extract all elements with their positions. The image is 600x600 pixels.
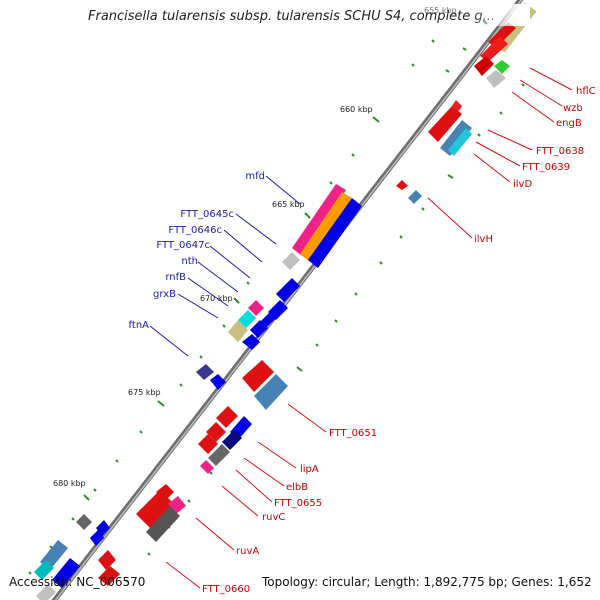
gene-label-engB[interactable]: engB bbox=[556, 118, 582, 129]
gene-feature[interactable] bbox=[222, 430, 242, 450]
gene-feature[interactable] bbox=[480, 36, 508, 62]
gene-label-nth[interactable]: nth bbox=[181, 256, 198, 267]
gene-feature[interactable] bbox=[98, 566, 120, 586]
gene-feature[interactable] bbox=[292, 184, 346, 256]
gene-feature[interactable] bbox=[308, 198, 362, 268]
gene-feature[interactable] bbox=[440, 120, 472, 156]
gene-feature[interactable] bbox=[248, 300, 264, 316]
gene-feature[interactable] bbox=[396, 180, 408, 190]
gene-feature[interactable] bbox=[146, 506, 180, 542]
reverse-genes bbox=[34, 184, 362, 600]
scale-label-655: 655 kbp bbox=[424, 6, 457, 15]
gene-label-FTT_0638[interactable]: FTT_0638 bbox=[536, 146, 584, 157]
genome-stats-text: Topology: circular; Length: 1,892,775 bp… bbox=[262, 575, 592, 589]
gene-feature[interactable] bbox=[428, 106, 462, 142]
gene-label-FTT_0651[interactable]: FTT_0651 bbox=[329, 428, 377, 439]
gene-feature[interactable] bbox=[216, 406, 238, 428]
gene-label-lipA[interactable]: lipA bbox=[300, 464, 319, 475]
scale-label-680: 680 kbp bbox=[53, 479, 86, 488]
gene-feature[interactable] bbox=[242, 360, 274, 392]
gene-feature[interactable] bbox=[276, 278, 300, 302]
gene-label-ruvA[interactable]: ruvA bbox=[236, 546, 259, 557]
gene-feature[interactable] bbox=[76, 514, 92, 530]
gene-label-ilvD[interactable]: ilvD bbox=[513, 179, 532, 190]
gene-label-wzb[interactable]: wzb bbox=[563, 103, 583, 114]
gene-feature[interactable] bbox=[452, 100, 462, 112]
gene-label-hflC[interactable]: hflC bbox=[576, 86, 596, 97]
accession-text: Accession: NC_006570 bbox=[9, 575, 146, 589]
gene-feature[interactable] bbox=[448, 128, 472, 156]
gene-feature[interactable] bbox=[210, 374, 226, 390]
gene-feature[interactable] bbox=[156, 484, 174, 500]
gene-feature[interactable] bbox=[36, 584, 56, 600]
gene-feature[interactable] bbox=[228, 320, 248, 342]
scale-label-675: 675 kbp bbox=[128, 388, 161, 397]
forward-gene-labels: hflC wzb engB FTT_0638 FTT_0639 ilvD ilv… bbox=[202, 86, 596, 595]
gene-feature[interactable] bbox=[200, 460, 214, 474]
gene-label-FTT_0655[interactable]: FTT_0655 bbox=[274, 498, 322, 509]
gene-feature[interactable] bbox=[474, 56, 494, 76]
gene-feature[interactable] bbox=[494, 60, 510, 74]
gene-feature[interactable] bbox=[486, 70, 506, 88]
gene-feature[interactable] bbox=[196, 364, 214, 380]
gene-label-ilvH[interactable]: ilvH bbox=[474, 234, 493, 245]
genome-backbone bbox=[51, 0, 524, 600]
gene-feature[interactable] bbox=[98, 550, 116, 570]
gene-feature[interactable] bbox=[300, 192, 352, 262]
forward-label-leaders bbox=[165, 67, 573, 589]
gene-label-rnfB[interactable]: rnfB bbox=[165, 272, 186, 283]
gene-feature[interactable] bbox=[208, 444, 230, 466]
gene-label-FTT_0660[interactable]: FTT_0660 bbox=[202, 584, 250, 595]
gene-feature[interactable] bbox=[34, 560, 54, 580]
gene-label-mfd[interactable]: mfd bbox=[245, 171, 265, 182]
gene-feature[interactable] bbox=[250, 320, 268, 338]
gene-feature[interactable] bbox=[136, 490, 174, 528]
gene-label-elbB[interactable]: elbB bbox=[286, 482, 308, 493]
reverse-gene-labels: mfd FTT_0645c FTT_0646c FTT_0647c nth rn… bbox=[129, 171, 265, 331]
gene-feature[interactable] bbox=[282, 252, 300, 270]
reverse-label-leaders bbox=[149, 175, 301, 357]
gene-label-FTT_0647c[interactable]: FTT_0647c bbox=[156, 240, 210, 251]
scale-label-665: 665 kbp bbox=[272, 200, 305, 209]
gene-feature[interactable] bbox=[198, 434, 218, 454]
gene-feature[interactable] bbox=[238, 310, 256, 328]
gene-feature[interactable] bbox=[254, 374, 288, 410]
title-fade bbox=[470, 4, 530, 26]
gene-feature[interactable] bbox=[242, 334, 260, 350]
gene-label-ftnA[interactable]: ftnA bbox=[129, 320, 150, 331]
gene-label-grxB[interactable]: grxB bbox=[153, 289, 176, 300]
scale-label-660: 660 kbp bbox=[340, 105, 373, 114]
forward-genes bbox=[98, 2, 537, 586]
gene-label-FTT_0645c[interactable]: FTT_0645c bbox=[180, 209, 234, 220]
gene-feature[interactable] bbox=[408, 190, 422, 204]
gene-label-FTT_0639[interactable]: FTT_0639 bbox=[522, 162, 570, 173]
gene-label-ruvC[interactable]: ruvC bbox=[262, 512, 285, 523]
gene-label-FTT_0646c[interactable]: FTT_0646c bbox=[168, 225, 222, 236]
map-title: Francisella tularensis subsp. tularensis… bbox=[88, 9, 496, 24]
scale-label-670: 670 kbp bbox=[200, 294, 233, 303]
gene-feature[interactable] bbox=[90, 530, 104, 546]
gene-feature[interactable] bbox=[52, 558, 80, 588]
